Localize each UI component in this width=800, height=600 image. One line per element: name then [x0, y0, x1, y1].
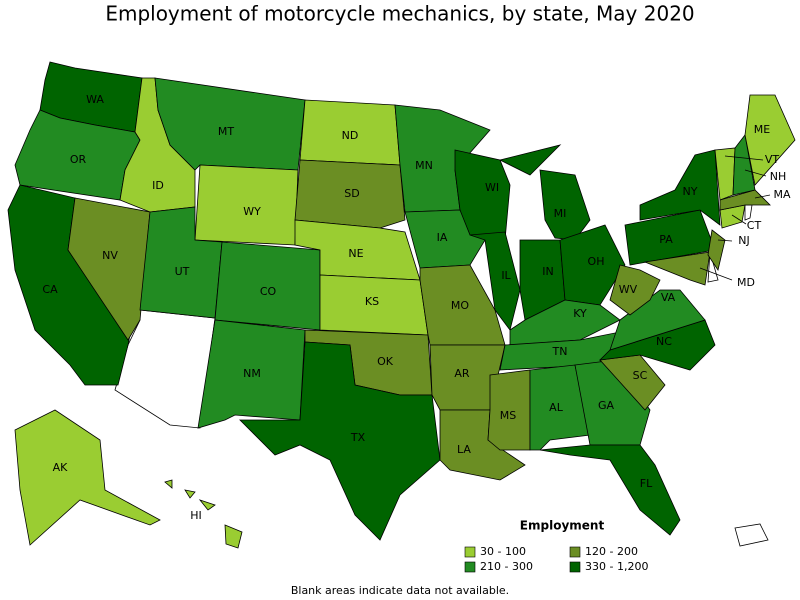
leader-line: [754, 194, 771, 199]
leader-line: [731, 214, 747, 225]
footnote: Blank areas indicate data not available.: [291, 584, 509, 597]
state-label: KS: [365, 295, 379, 308]
state-label: NV: [102, 249, 118, 262]
state: [14, 409, 161, 546]
leader-line: [744, 169, 767, 177]
state-label: KY: [573, 307, 587, 320]
state-label: NJ: [738, 234, 749, 247]
state: [164, 479, 243, 549]
state-label: WY: [243, 205, 261, 218]
map-title: Employment of motorcycle mechanics, by s…: [105, 2, 694, 26]
state-label: AK: [53, 461, 69, 474]
state: [609, 289, 706, 351]
state-label: CO: [260, 285, 277, 298]
state-label: IN: [542, 265, 553, 278]
state-label: VT: [765, 153, 780, 166]
legend-swatch: [464, 561, 476, 573]
state-label: TX: [350, 431, 366, 444]
state: [67, 197, 151, 341]
state-label: MS: [500, 409, 516, 422]
state: [609, 264, 661, 316]
legend-label: 120 - 200: [585, 545, 638, 558]
state-label: AR: [454, 367, 470, 380]
state-label: SD: [344, 187, 359, 200]
state-label: OH: [588, 255, 605, 268]
state-label: ME: [754, 123, 770, 136]
state-label: NE: [348, 247, 363, 260]
state-label: LA: [457, 443, 471, 456]
state-label: CT: [747, 219, 762, 232]
state: [744, 94, 796, 186]
state-label: CA: [42, 283, 58, 296]
state-label: PA: [659, 233, 673, 246]
state-label: OK: [377, 355, 394, 368]
state-label: AL: [549, 401, 564, 414]
leader-line: [699, 267, 733, 281]
state-label: WV: [619, 283, 638, 296]
state-label: HI: [190, 509, 202, 522]
blank-state: [707, 251, 719, 283]
state-label: SC: [633, 369, 648, 382]
legend-swatch: [569, 561, 581, 573]
legend-label: 210 - 300: [480, 560, 533, 573]
state-label: NM: [243, 367, 261, 380]
state-label: UT: [175, 265, 190, 278]
state: [639, 149, 721, 226]
state: [498, 144, 591, 241]
legend-label: 30 - 100: [480, 545, 526, 558]
state: [539, 444, 681, 536]
state-label: MN: [415, 159, 433, 172]
state: [732, 134, 756, 196]
state: [239, 341, 441, 541]
state: [559, 224, 626, 306]
state-label: MT: [218, 125, 234, 138]
blank-state: [744, 204, 753, 221]
state-label: MD: [737, 276, 755, 289]
state: [294, 159, 406, 229]
state: [404, 209, 486, 269]
state-label: WA: [86, 93, 104, 106]
labels: WA OR CA NV ID MT WY UT CO NM ND SD NE KS OK TX MN IA MO AR…: [42, 93, 791, 522]
leader-line: [717, 239, 733, 242]
blank-territory: [734, 523, 769, 547]
legend-label: 330 - 1,200: [585, 560, 648, 573]
states: [7, 61, 796, 549]
state-label: ID: [152, 179, 164, 192]
state-label: NC: [656, 335, 672, 348]
legend-swatch: [464, 546, 476, 558]
state-label: NH: [770, 170, 787, 183]
leader-line: [724, 155, 764, 161]
state-label: MI: [554, 207, 567, 220]
legend-title: Employment: [520, 519, 605, 533]
state-label: IL: [501, 269, 511, 282]
state-label: FL: [640, 477, 653, 490]
legend-swatch: [569, 546, 581, 558]
state-label: WI: [485, 181, 499, 194]
state-label: OR: [70, 153, 87, 166]
state: [643, 251, 711, 286]
state-label: NY: [683, 185, 698, 198]
state-label: MA: [773, 188, 790, 201]
state-label: IA: [437, 231, 448, 244]
state-label: VA: [661, 291, 676, 304]
state-label: GA: [598, 399, 615, 412]
state-label: ND: [342, 129, 359, 142]
state-label: TN: [552, 345, 568, 358]
state-label: MO: [451, 299, 469, 312]
